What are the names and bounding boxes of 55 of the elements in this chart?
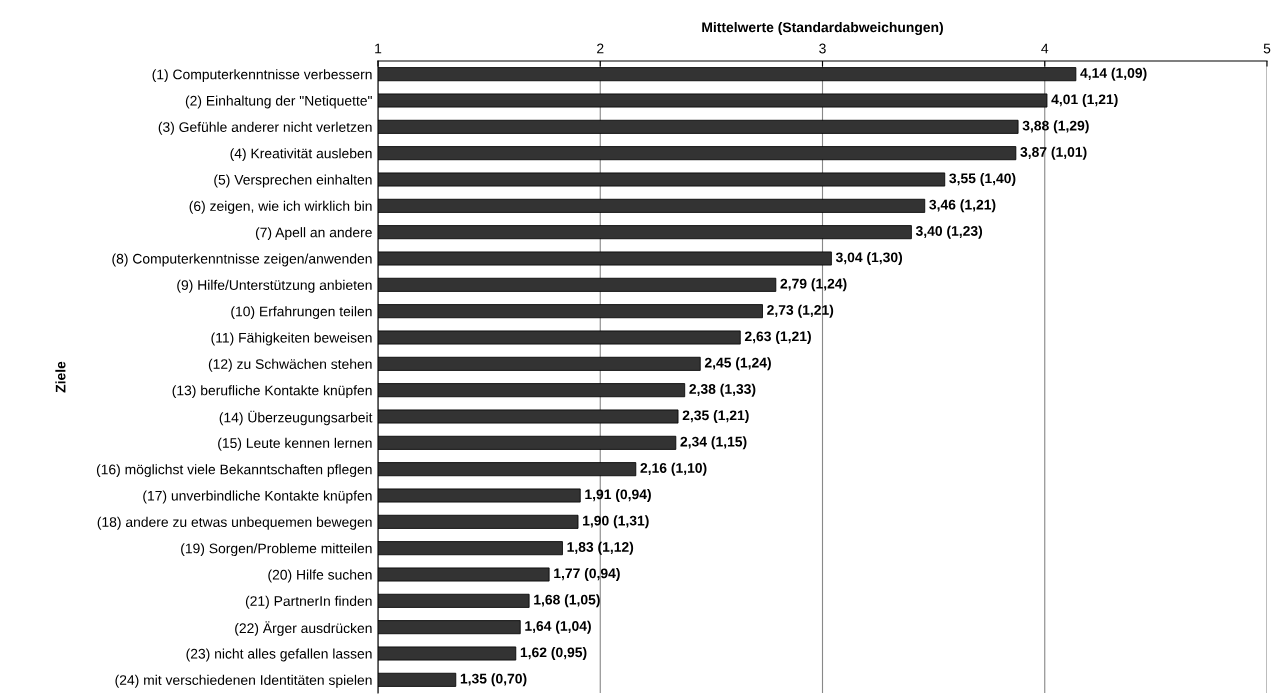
y-tick-label: (16) möglichst viele Bekanntschaften pflegen [96,464,372,478]
y-axis-title: Ziele [55,361,66,393]
y-tick-label: (7) Apell an andere [255,227,372,241]
y-tick-label: (4) Kreativität ausleben [230,148,372,162]
y-tick-label: (11) Fähigkeiten beweisen [211,332,372,346]
y-tick-label: (13) berufliche Kontakte knüpfen [172,385,372,399]
y-tick-label: (22) Ärger ausdrücken [235,621,372,636]
data-label: 1,64 (1,04) [525,620,591,634]
data-label: 3,88 (1,29) [1022,120,1089,134]
y-tick-label: (19) Sorgen/Probleme mitteilen [181,543,372,557]
data-label: 2,38 (1,33) [689,383,756,397]
y-tick-label: (21) PartnerIn finden [245,595,372,609]
y-tick-label: (1) Computerkenntnisse verbessern [152,69,372,83]
data-label: 4,01 (1,21) [1051,94,1118,107]
data-label: 1,77 (0,94) [554,568,620,581]
data-label: 3,87 (1,01) [1020,146,1087,160]
x-tick-label: 2 [597,43,604,54]
y-tick-label: (9) Hilfe/Unterstützung anbieten [177,279,372,293]
y-tick-label: (17) unverbindliche Kontakte knüpfen [143,490,372,504]
x-tick-label: 5 [1263,43,1271,54]
data-label: 1,90 (1,31) [583,515,649,529]
x-tick-label: 3 [819,43,826,54]
y-tick-label: (14) Überzeugungsarbeit [219,410,373,426]
data-label: 2,34 (1,15) [680,436,747,450]
y-tick-label: (15) Leute kennen lernen [218,437,372,451]
data-label: 1,68 (1,05) [534,594,600,608]
data-label: 1,91 (0,94) [585,489,651,502]
data-label: 1,83 (1,12) [567,541,634,555]
data-label: 3,46 (1,21) [929,199,996,213]
y-tick-label: (18) andere zu etwas unbequemen bewegen [97,516,372,530]
y-tick-label: (8) Computerkenntnisse zeigen/anwenden [112,253,372,267]
data-label: 3,40 (1,23) [915,225,983,239]
data-label: 1,35 (0,70) [460,673,527,687]
y-tick-label: (23) nicht alles gefallen lassen [186,648,372,662]
data-label: 2,63 (1,21) [744,331,811,344]
x-axis-title: Mittelwerte (Standardabweichungen) [702,22,943,36]
data-label: 2,79 (1,24) [780,278,847,292]
data-label: 3,55 (1,40) [949,173,1016,186]
y-tick-label: (20) Hilfe suchen [268,569,372,583]
data-label: 2,73 (1,21) [767,304,834,318]
data-label: 2,35 (1,21) [682,410,749,423]
y-tick-label: (10) Erfahrungen teilen [231,306,372,320]
data-label: 3,04 (1,30) [835,252,903,265]
data-label: 2,45 (1,24) [704,357,771,371]
y-tick-label: (5) Versprechen einhalten [214,174,372,188]
data-label: 1,62 (0,95) [520,647,587,660]
y-tick-label: (6) zeigen, wie ich wirklich bin [189,200,372,214]
data-label: 4,14 (1,09) [1080,67,1147,81]
y-tick-label: (24) mit verschiedenen Identitäten spielen [115,674,372,688]
x-tick-label: 1 [375,43,382,54]
data-label: 2,16 (1,10) [640,462,707,476]
y-tick-label: (2) Einhaltung der "Netiquette" [185,95,372,109]
y-tick-label: (12) zu Schwächen stehen [208,358,372,372]
y-tick-label: (3) Gefühle anderer nicht verletzen [158,121,372,135]
x-tick-label: 4 [1041,43,1049,54]
